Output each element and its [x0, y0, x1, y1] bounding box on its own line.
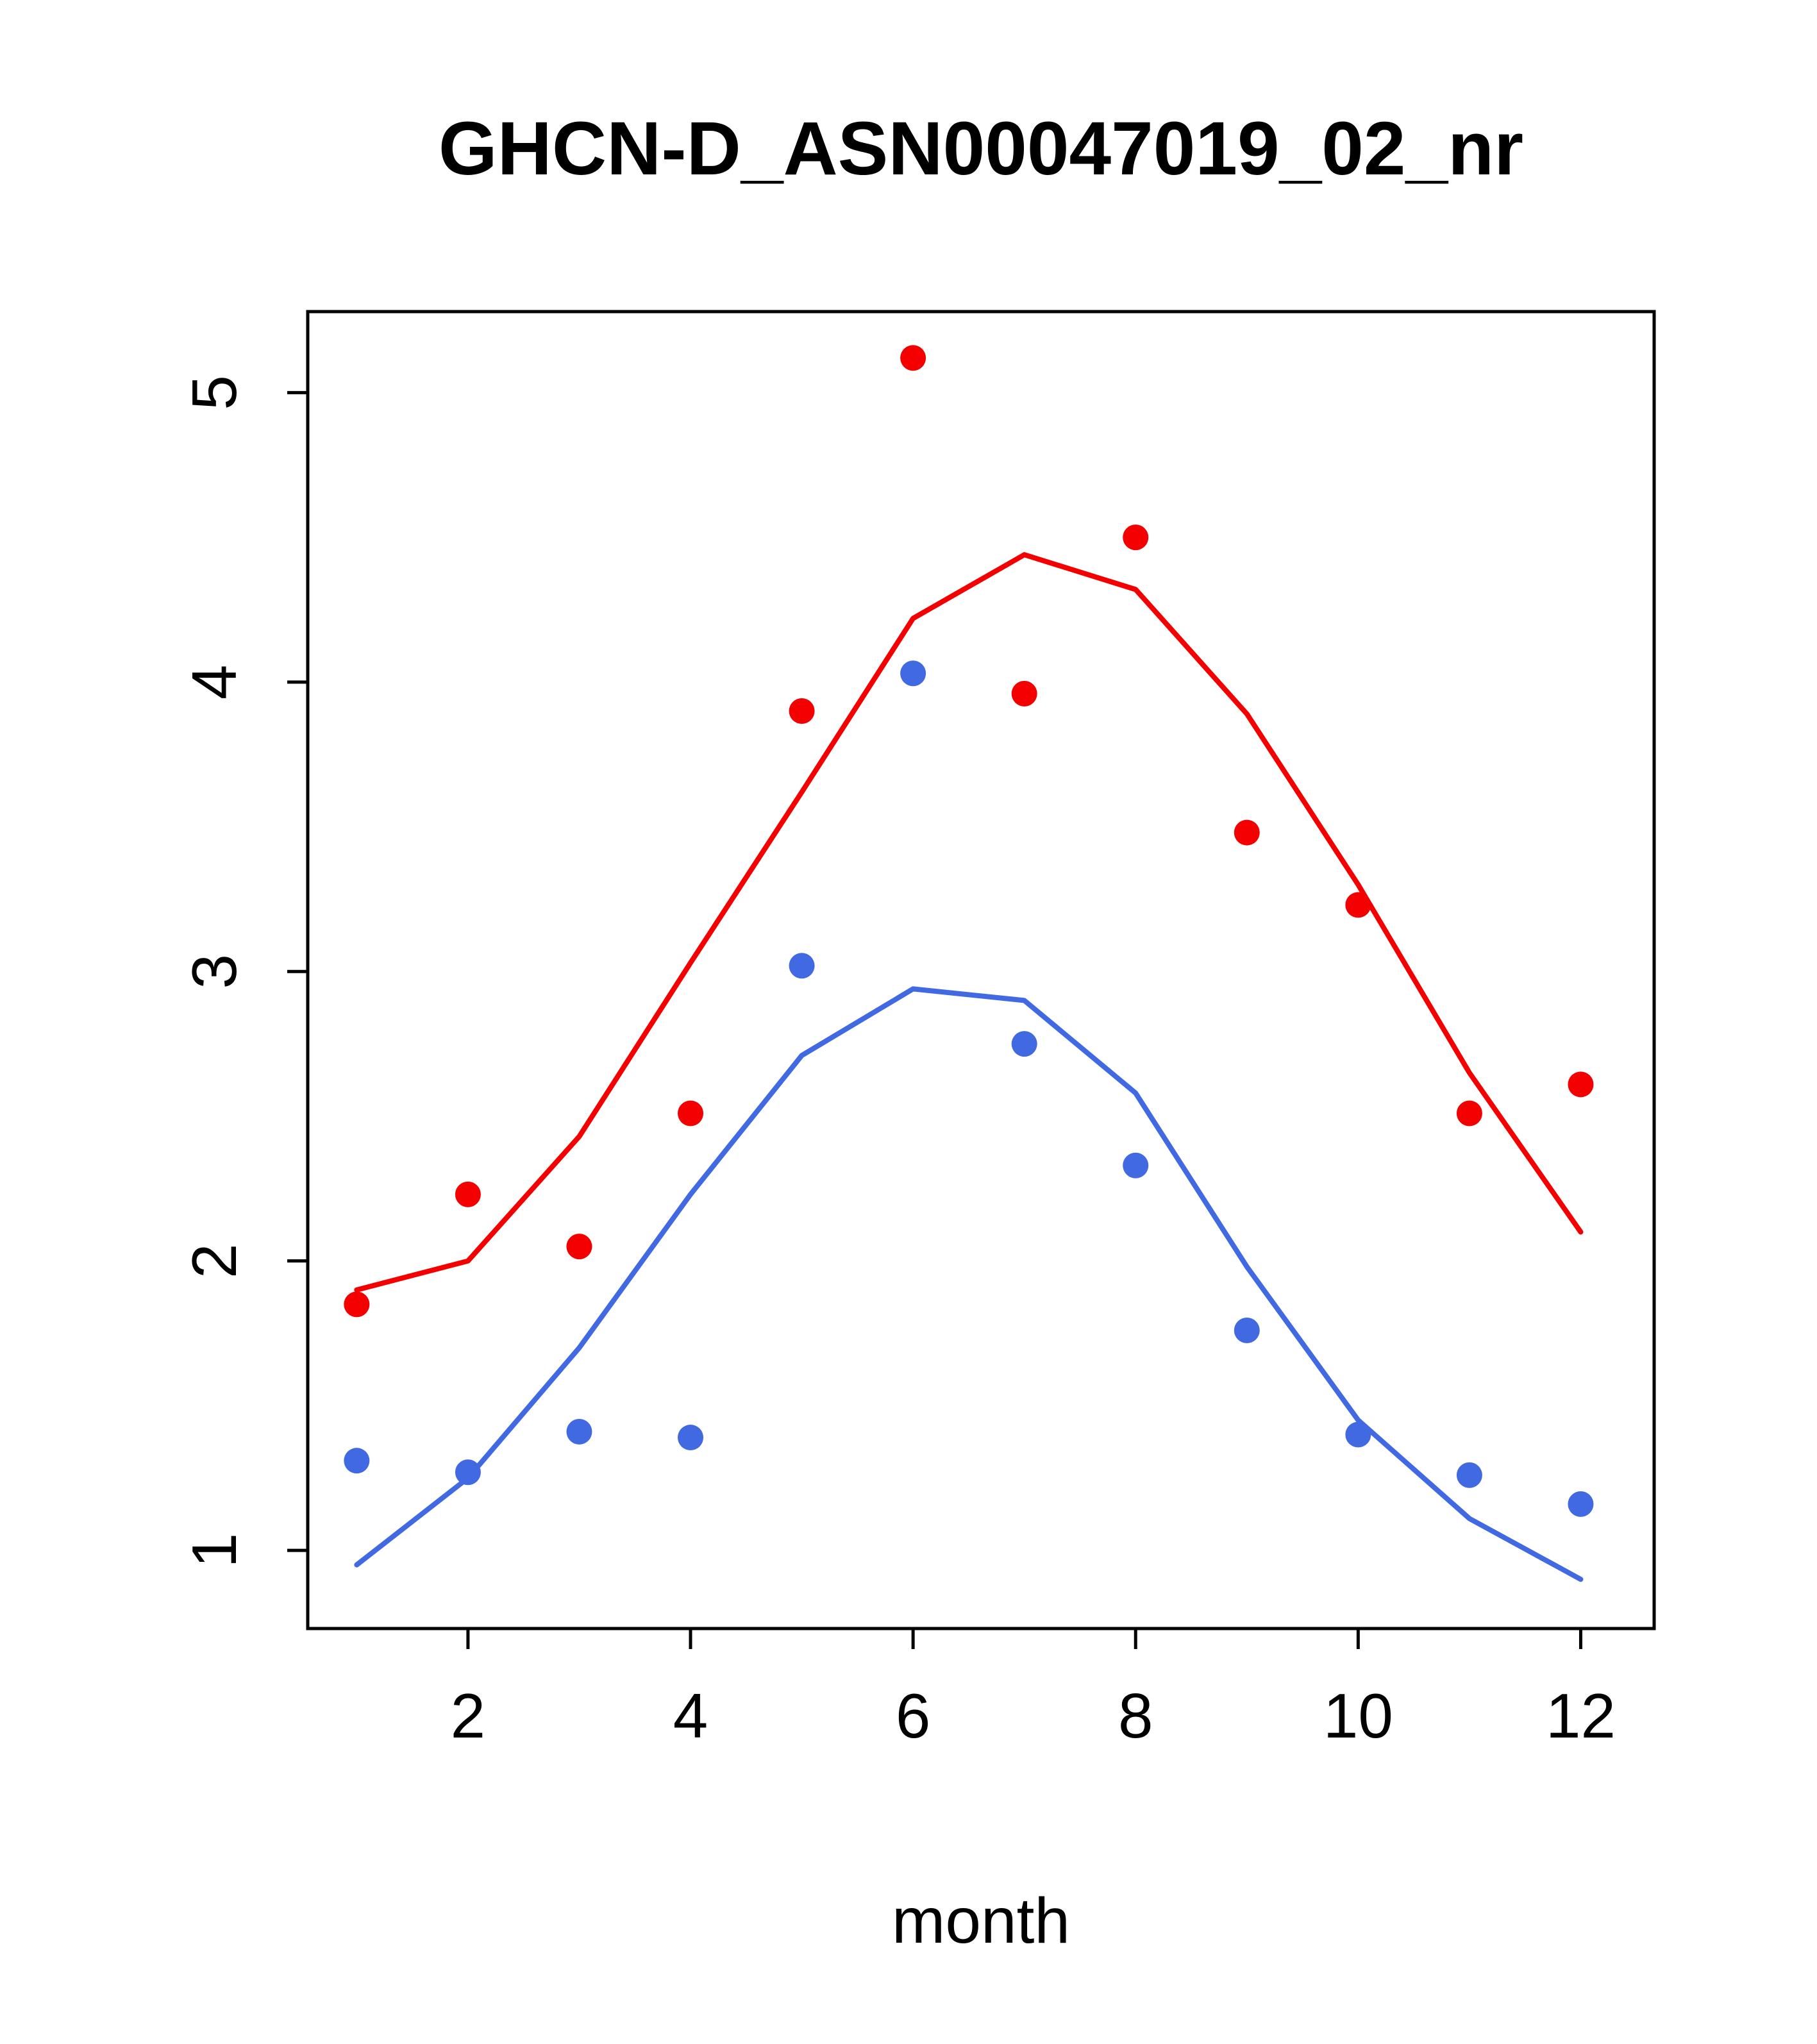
blue-points-obs-marker: [566, 1419, 592, 1445]
blue-line-fit: [354, 986, 1584, 1582]
y-tick-label: 1: [179, 1533, 249, 1568]
blue-points-obs-marker: [455, 1459, 481, 1486]
y-tick-label: 4: [179, 665, 249, 700]
chart-title: GHCN-D_ASN00047019_02_nr: [439, 106, 1523, 191]
x-tick-label: 4: [673, 1680, 708, 1751]
blue-points-obs-marker: [1011, 1031, 1037, 1057]
red-points-obs-marker: [900, 345, 926, 371]
blue-points-obs-marker: [1123, 1152, 1149, 1178]
blue-points-obs-marker: [1456, 1462, 1482, 1488]
blue-points-obs-marker: [678, 1425, 704, 1451]
red-points-obs-marker: [455, 1181, 481, 1207]
red-points-obs-marker: [566, 1234, 592, 1260]
blue-points-obs-marker: [1234, 1318, 1260, 1344]
y-tick-label: 5: [179, 375, 249, 410]
red-points-obs-marker: [1123, 524, 1149, 551]
x-tick-label: 10: [1323, 1680, 1393, 1751]
red-line-fit: [354, 552, 1584, 1293]
blue-points-obs-marker: [1345, 1421, 1371, 1448]
red-points-obs-marker: [678, 1100, 704, 1127]
red-points-obs-marker: [1345, 892, 1371, 918]
y-tick-label: 2: [179, 1243, 249, 1278]
blue-points-obs-marker: [1568, 1491, 1594, 1517]
x-axis-label: month: [892, 1885, 1070, 1957]
y-tick-label: 3: [179, 954, 249, 989]
red-points-obs-marker: [789, 698, 815, 724]
red-points-obs-marker: [1456, 1100, 1482, 1127]
blue-points-obs-marker: [344, 1448, 370, 1474]
blue-points-obs-marker: [900, 660, 926, 687]
x-tick-label: 12: [1546, 1680, 1616, 1751]
red-points-obs-marker: [1234, 819, 1260, 846]
x-tick-label: 8: [1118, 1680, 1153, 1751]
red-points-obs-marker: [1011, 680, 1037, 707]
x-tick-label: 6: [896, 1680, 931, 1751]
red-points-obs-marker: [1568, 1071, 1594, 1098]
red-points-obs-marker: [344, 1291, 370, 1318]
x-tick-label: 2: [451, 1680, 486, 1751]
blue-points-obs-marker: [789, 953, 815, 979]
